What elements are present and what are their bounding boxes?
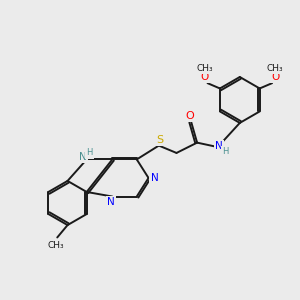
Text: CH₃: CH₃: [47, 241, 64, 250]
Text: O: O: [200, 72, 209, 82]
Text: N: N: [215, 141, 223, 151]
Text: N: N: [79, 152, 87, 162]
Text: H: H: [86, 148, 93, 158]
Text: S: S: [157, 135, 164, 145]
Text: CH₃: CH₃: [267, 64, 283, 73]
Text: N: N: [151, 173, 158, 183]
Text: N: N: [107, 197, 115, 207]
Text: O: O: [185, 111, 194, 121]
Text: O: O: [271, 72, 279, 82]
Text: CH₃: CH₃: [196, 64, 213, 73]
Text: H: H: [223, 147, 229, 156]
